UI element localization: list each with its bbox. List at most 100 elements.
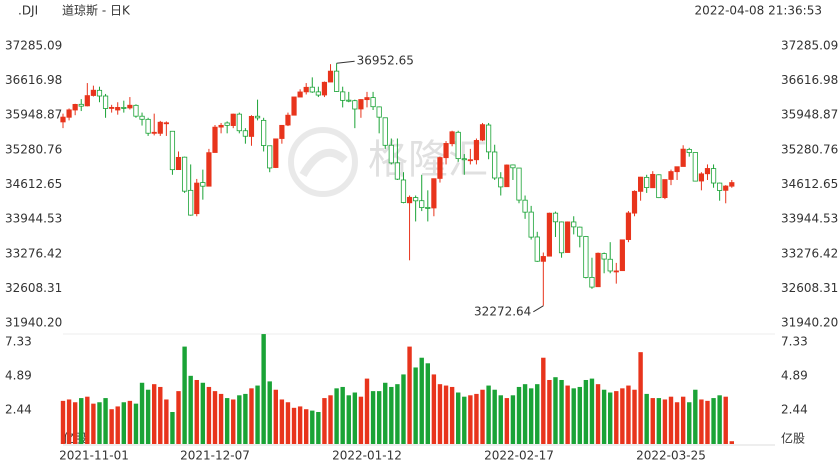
candle-body (595, 252, 601, 288)
candle-body (625, 212, 632, 240)
candle-body (163, 122, 169, 125)
volume-bar (285, 402, 291, 444)
volume-bar (668, 396, 674, 444)
volume-bar (577, 386, 582, 444)
volume-bar (705, 400, 710, 444)
y2-tick-label: 37285.09 (781, 39, 838, 53)
y2-tick-label: 36616.98 (781, 73, 838, 87)
volume-bar (468, 395, 473, 444)
candle-body (181, 156, 188, 192)
y-tick-label: 35948.87 (5, 108, 62, 122)
candle-body (498, 177, 504, 188)
volume-bar (249, 388, 254, 444)
volume-bar (547, 379, 552, 444)
volume-bar (389, 386, 394, 444)
candle-body (510, 164, 516, 169)
volume-bar (273, 389, 278, 444)
volume-bar (164, 399, 169, 444)
candle-body (133, 104, 139, 117)
volume-bar (431, 374, 437, 444)
min-pointer (533, 305, 544, 313)
volume-bar (638, 352, 643, 444)
candle-body (425, 207, 431, 209)
y2-tick-label: 33276.42 (781, 246, 838, 260)
volume-bar (322, 398, 327, 444)
candle-body (127, 104, 133, 109)
candle-body (546, 212, 553, 257)
candle-body (492, 151, 498, 179)
candle-body (66, 109, 72, 118)
candle-body (522, 199, 528, 213)
volume-bar (243, 393, 248, 444)
candle-body (297, 91, 303, 98)
volume-bar (206, 386, 212, 444)
volume-bar (516, 386, 522, 444)
candle-body (303, 86, 309, 93)
candle-body (273, 138, 279, 168)
volume-bar (608, 392, 613, 444)
volume-bar (237, 395, 242, 444)
candle-body (504, 164, 510, 188)
volume-bar (723, 396, 728, 444)
candle-body (540, 256, 546, 262)
volume-bar (680, 396, 686, 444)
candle-body (78, 103, 84, 107)
candle-body (340, 91, 346, 101)
volume-bar (601, 389, 607, 444)
candle-body (704, 168, 711, 175)
volume-bar (297, 406, 303, 444)
candle-body (631, 190, 638, 214)
max-pointer (336, 60, 355, 64)
volume-bar (176, 391, 181, 444)
candle-body (242, 130, 248, 137)
volume-tick-label-right: 7.33 (781, 335, 808, 349)
y-tick-label: 36616.98 (5, 73, 62, 87)
volume-bar (401, 374, 406, 444)
candle-body (315, 91, 321, 96)
candle-body (656, 174, 662, 199)
volume-bar (334, 388, 339, 444)
volume-bar (145, 389, 151, 444)
volume-bar (413, 367, 418, 444)
volume-bar (437, 384, 443, 444)
volume-bar (632, 389, 637, 444)
candle-body (583, 236, 589, 278)
candle-body (710, 168, 717, 184)
candle-body (370, 97, 376, 108)
volume-bar (200, 382, 206, 444)
volume-bar (291, 407, 297, 444)
candle-body (473, 140, 480, 161)
y-tick-label: 32608.31 (5, 281, 62, 295)
volume-bar (595, 384, 601, 444)
volume-bar (449, 386, 455, 444)
candle-body (400, 179, 407, 203)
volume-bar (364, 378, 370, 444)
volume-bar (480, 389, 485, 444)
candle-body (638, 176, 644, 192)
volume-bar (376, 391, 382, 444)
volume-bar (231, 399, 236, 444)
candle-body (194, 182, 200, 215)
volume-bar (218, 393, 224, 444)
candle-body (565, 221, 571, 253)
volume-bar (66, 399, 72, 444)
candle-body (449, 131, 455, 145)
candle-body (455, 131, 461, 160)
candle-body (467, 159, 473, 162)
volume-bar (674, 402, 680, 444)
symbol: .DJI (18, 4, 38, 18)
candle-body (109, 107, 115, 109)
y-tick-label: 33276.42 (5, 246, 62, 260)
volume-bar (383, 382, 388, 444)
candle-body (84, 95, 90, 107)
volume-bar (486, 385, 491, 444)
y2-tick-label: 33944.53 (781, 212, 838, 226)
volume-bar (541, 357, 546, 444)
volume-bar (352, 392, 358, 444)
candle-body (619, 239, 625, 272)
volume-bar (699, 399, 704, 444)
candle-body (388, 144, 394, 164)
volume-bar (711, 398, 716, 444)
volume-bar (443, 385, 449, 444)
candle-body (96, 89, 103, 97)
